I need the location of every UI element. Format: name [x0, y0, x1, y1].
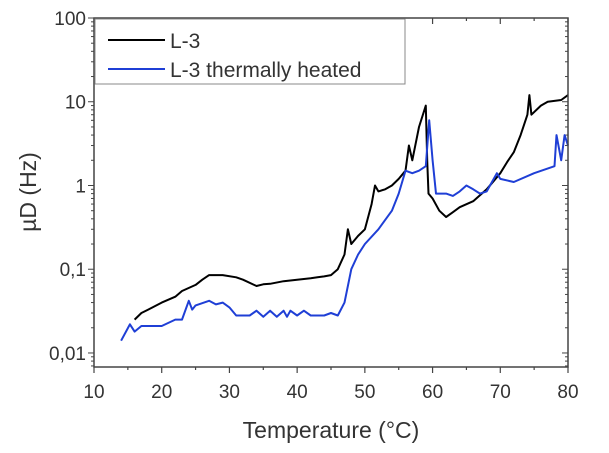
series-line-l3	[133, 94, 569, 321]
x-tick-label: 50	[354, 382, 375, 403]
x-axis-label: Temperature (°C)	[243, 417, 420, 443]
legend-box	[94, 18, 406, 85]
series-line-l3-heated	[120, 119, 569, 342]
x-tick-label: 80	[557, 382, 578, 403]
y-tick-label: 0,01	[49, 344, 86, 365]
y-tick-label: 10	[65, 93, 86, 114]
y-tick-label: 0,1	[60, 260, 86, 281]
y-tick-label: 1	[75, 176, 86, 197]
legend: L-3 L-3 thermally heated	[94, 18, 406, 85]
plot-frame	[93, 17, 569, 368]
x-tick-label: 30	[219, 382, 240, 403]
legend-label-l3: L-3	[170, 30, 200, 53]
series-lines	[120, 94, 569, 342]
x-tick-labels: 10 20 30 40 50 60 70 80	[83, 382, 578, 403]
x-tick-label: 60	[422, 382, 443, 403]
x-tick-label: 10	[83, 382, 104, 403]
y-axis-label: µD (Hz)	[15, 152, 41, 232]
x-tick-label: 70	[490, 382, 511, 403]
x-tick-label: 20	[151, 382, 172, 403]
y-tick-labels: 0,01 0,1 1 10 100	[49, 9, 86, 365]
legend-label-l3-heated: L-3 thermally heated	[170, 59, 361, 82]
y-tick-label: 100	[54, 9, 86, 30]
x-tick-label: 40	[287, 382, 308, 403]
